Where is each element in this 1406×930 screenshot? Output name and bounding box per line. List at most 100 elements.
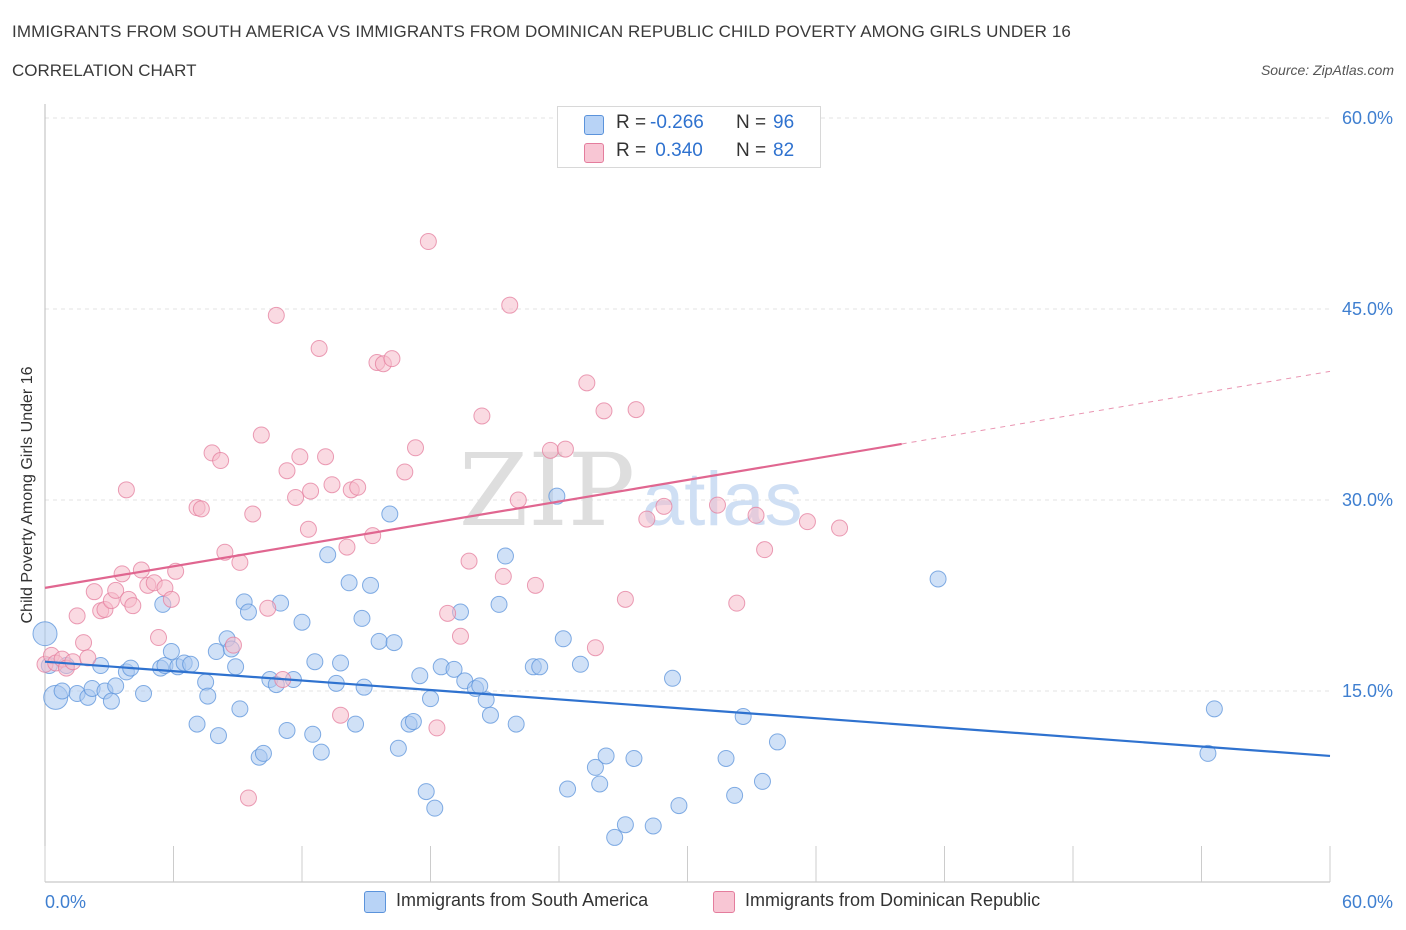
n-label: N = — [736, 112, 767, 133]
point-south-america — [32, 621, 58, 647]
point-south-america — [554, 630, 572, 648]
point-dominican-republic — [75, 634, 93, 652]
y-tick-label: 60.0% — [1342, 108, 1393, 128]
point-south-america — [586, 758, 604, 776]
point-dominican-republic — [107, 581, 125, 599]
r-label: R = — [616, 140, 647, 161]
point-dominican-republic — [310, 339, 328, 357]
point-dominican-republic — [338, 538, 356, 556]
point-south-america — [312, 743, 330, 761]
point-south-america — [306, 653, 324, 671]
point-dominican-republic — [798, 513, 816, 531]
legend-label: Immigrants from South America — [396, 890, 649, 910]
point-south-america — [370, 632, 388, 650]
point-dominican-republic — [224, 636, 242, 654]
point-dominican-republic — [756, 541, 774, 559]
point-dominican-republic — [541, 441, 559, 459]
legend-swatch-blue — [584, 115, 604, 135]
legend-swatch-pink — [584, 143, 604, 163]
point-south-america — [231, 700, 249, 718]
n-value: 82 — [773, 140, 795, 161]
point-dominican-republic — [638, 510, 656, 528]
point-dominican-republic — [117, 481, 135, 499]
trend-line-dominican-republic — [44, 442, 902, 589]
point-south-america — [411, 667, 429, 685]
y-tick-label: 30.0% — [1342, 490, 1393, 510]
point-south-america — [768, 733, 786, 751]
point-south-america — [340, 574, 358, 592]
chart-subtitle: CORRELATION CHART — [12, 61, 197, 80]
axes — [44, 104, 1331, 883]
point-south-america — [182, 655, 200, 673]
point-south-america — [726, 786, 744, 804]
point-south-america — [135, 685, 153, 703]
point-dominican-republic — [317, 448, 335, 466]
point-dominican-republic — [124, 597, 142, 615]
point-south-america — [417, 783, 435, 801]
trend-extension-dominican-republic — [901, 370, 1331, 445]
point-dominican-republic — [655, 497, 673, 515]
x-tick-label-max: 60.0% — [1342, 892, 1393, 912]
point-south-america — [53, 682, 71, 700]
point-dominican-republic — [267, 306, 285, 324]
point-dominican-republic — [252, 426, 270, 444]
point-south-america — [616, 816, 634, 834]
point-south-america — [347, 715, 365, 733]
point-dominican-republic — [627, 401, 645, 419]
point-south-america — [197, 673, 215, 691]
point-south-america — [239, 603, 257, 621]
point-dominican-republic — [302, 482, 320, 500]
point-south-america — [597, 747, 615, 765]
point-dominican-republic — [616, 590, 634, 608]
trend-line-south-america — [44, 660, 1331, 758]
legend-swatch-pink — [713, 891, 735, 913]
point-dominican-republic — [451, 627, 469, 645]
correlation-legend: R = -0.266 N = 96 R = 0.340 N = 82 — [557, 106, 821, 168]
point-south-america — [445, 660, 463, 678]
point-dominican-republic — [150, 629, 168, 647]
point-dominican-republic — [332, 706, 350, 724]
point-south-america — [571, 655, 589, 673]
chart-title: IMMIGRANTS FROM SOUTH AMERICA VS IMMIGRA… — [12, 22, 1071, 41]
point-south-america — [1199, 744, 1217, 762]
point-dominican-republic — [708, 496, 726, 514]
point-south-america — [490, 595, 508, 613]
point-dominican-republic — [419, 233, 437, 251]
point-dominican-republic — [407, 439, 425, 457]
point-dominican-republic — [439, 604, 457, 622]
point-south-america — [717, 749, 735, 767]
point-south-america — [107, 677, 125, 695]
point-dominican-republic — [501, 296, 519, 314]
point-dominican-republic — [299, 520, 317, 538]
tick-labels: 15.0% 30.0% 45.0% 60.0% 0.0% 60.0% — [45, 108, 1393, 912]
point-south-america — [404, 713, 422, 731]
point-south-america — [422, 690, 439, 708]
point-dominican-republic — [556, 440, 574, 458]
point-dominican-republic — [396, 463, 414, 481]
point-south-america — [591, 775, 609, 793]
point-south-america — [209, 727, 227, 745]
point-dominican-republic — [428, 719, 446, 737]
r-value: -0.266 — [650, 112, 704, 133]
point-dominican-republic — [291, 448, 309, 466]
point-south-america — [362, 576, 380, 594]
point-south-america — [188, 715, 206, 733]
point-south-america — [734, 707, 752, 725]
point-south-america — [278, 721, 296, 739]
point-south-america — [385, 634, 403, 652]
legend-label: Immigrants from Dominican Republic — [745, 890, 1041, 910]
point-dominican-republic — [239, 789, 257, 807]
point-south-america — [481, 706, 499, 724]
point-south-america — [353, 609, 371, 627]
point-south-america — [559, 780, 577, 798]
point-south-america — [426, 799, 444, 817]
point-dominican-republic — [473, 407, 491, 425]
point-south-america — [319, 546, 337, 564]
r-value: 0.340 — [650, 140, 703, 161]
r-label: R = — [616, 112, 647, 133]
point-south-america — [389, 739, 407, 757]
point-dominican-republic — [728, 594, 746, 612]
n-value: 96 — [773, 112, 795, 133]
point-south-america — [304, 725, 322, 743]
